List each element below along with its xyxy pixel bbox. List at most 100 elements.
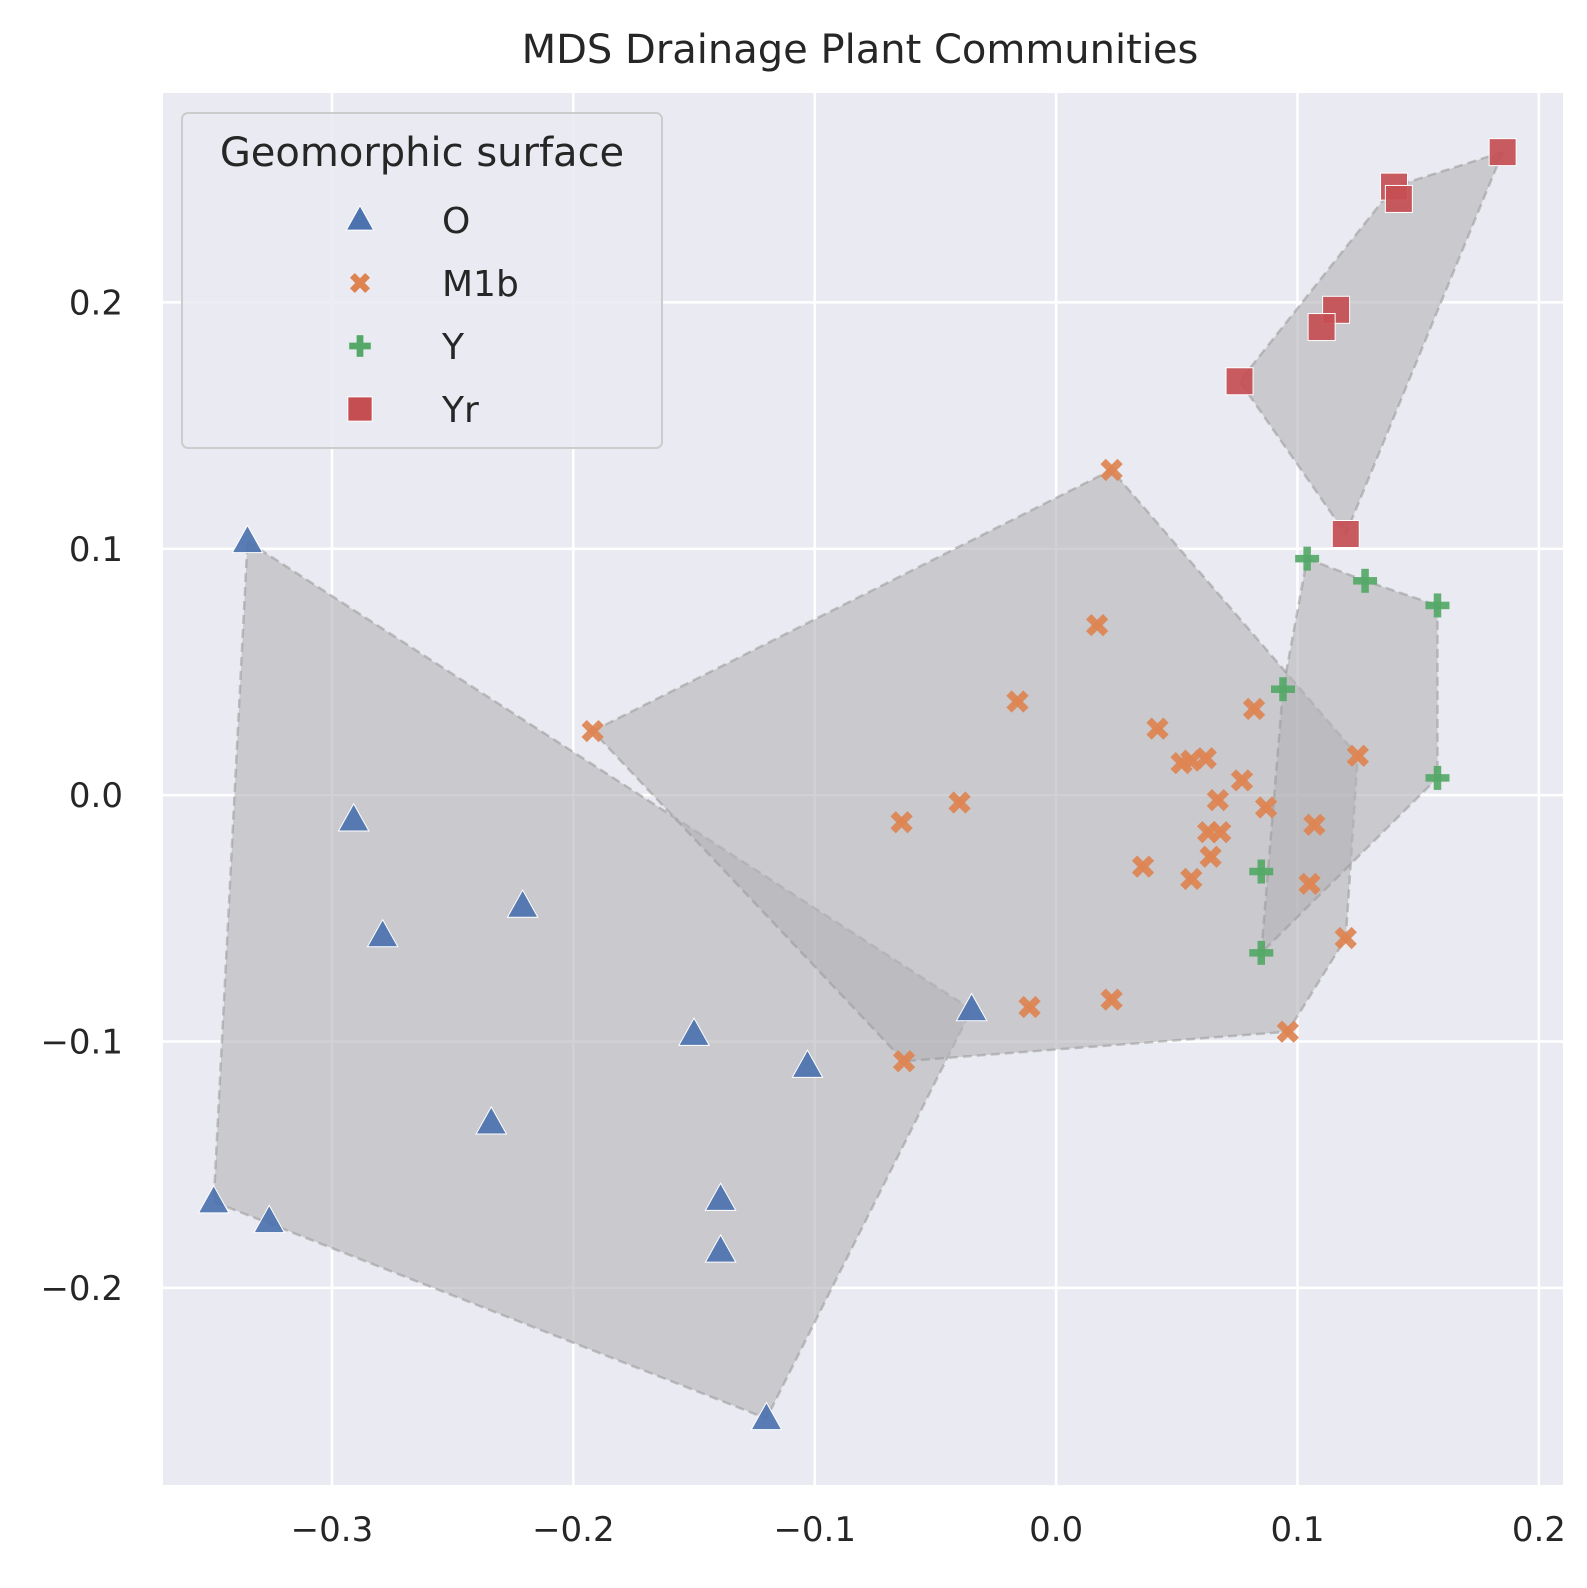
legend-marker-o bbox=[345, 204, 375, 231]
point-m1b bbox=[1006, 690, 1029, 713]
y-tick-label: −0.2 bbox=[40, 1269, 123, 1309]
series-y bbox=[1249, 546, 1450, 965]
point-yr bbox=[1225, 367, 1254, 396]
point-m1b-bar-b bbox=[1018, 995, 1041, 1019]
point-m1b-bar-b bbox=[890, 811, 913, 834]
point-o bbox=[704, 1182, 737, 1211]
point-m1b-bar-b bbox=[1131, 855, 1155, 878]
legend-label-m1b: M1b bbox=[442, 264, 519, 305]
point-o bbox=[955, 992, 988, 1022]
point-y-bar-b bbox=[1257, 859, 1266, 884]
point-m1b-bar-b bbox=[1006, 690, 1029, 713]
data-points bbox=[197, 138, 1517, 1431]
point-m1b bbox=[1254, 796, 1278, 819]
y-tick-label: 0.1 bbox=[69, 530, 123, 570]
point-y bbox=[1353, 568, 1378, 593]
chart-title: MDS Drainage Plant Communities bbox=[522, 27, 1199, 73]
point-o bbox=[231, 524, 264, 554]
point-yr bbox=[1488, 138, 1517, 167]
legend-marker-y bbox=[349, 335, 371, 357]
series-o bbox=[197, 524, 988, 1431]
series-m1b bbox=[581, 458, 1369, 1073]
y-tick-label: −0.1 bbox=[40, 1023, 123, 1063]
point-m1b bbox=[1209, 820, 1232, 844]
legend-label-o: O bbox=[442, 201, 470, 242]
point-o bbox=[337, 802, 370, 832]
point-m1b-bar-b bbox=[1194, 747, 1217, 770]
point-m1b bbox=[1018, 995, 1041, 1019]
x-tick-label: 0.1 bbox=[1270, 1510, 1324, 1550]
y-tick-label: 0.2 bbox=[69, 283, 123, 323]
point-m1b bbox=[1194, 747, 1217, 770]
legend-marker-m1b bbox=[349, 272, 371, 294]
point-o bbox=[475, 1105, 508, 1135]
point-y-bar-b bbox=[1303, 546, 1311, 571]
point-y bbox=[1271, 677, 1295, 702]
point-m1b bbox=[1298, 872, 1321, 895]
y-tick-label: 0.0 bbox=[69, 776, 123, 816]
point-m1b-bar-b bbox=[1086, 614, 1109, 637]
point-m1b-bar-b bbox=[1303, 813, 1326, 836]
point-o bbox=[197, 1184, 230, 1214]
point-y-bar-b bbox=[1433, 765, 1442, 790]
point-m1b-bar-b bbox=[1146, 717, 1169, 740]
point-m1b-bar-b bbox=[1209, 820, 1232, 844]
point-y-bar-b bbox=[1257, 940, 1266, 965]
point-m1b-bar-b bbox=[1199, 845, 1222, 868]
point-m1b bbox=[1276, 1020, 1299, 1043]
point-m1b bbox=[1206, 788, 1229, 812]
point-m1b bbox=[1199, 845, 1222, 868]
legend-title: Geomorphic surface bbox=[220, 130, 624, 176]
point-m1b-bar-b bbox=[581, 719, 604, 743]
point-yr bbox=[1384, 184, 1413, 213]
point-m1b bbox=[1180, 867, 1203, 891]
point-m1b-bar-b bbox=[1334, 926, 1357, 950]
point-m1b-bar-b bbox=[1242, 697, 1266, 721]
x-tick-label: 0.2 bbox=[1512, 1510, 1566, 1550]
point-y-bar-b bbox=[1361, 568, 1369, 593]
series-yr bbox=[1225, 138, 1517, 549]
point-m1b bbox=[1230, 769, 1254, 792]
legend-label-y: Y bbox=[441, 327, 465, 368]
point-o bbox=[791, 1049, 824, 1078]
point-m1b-bar-b bbox=[1298, 872, 1321, 895]
point-m1b-bar-b bbox=[1100, 988, 1123, 1011]
point-m1b-bar-b bbox=[1276, 1020, 1299, 1043]
legend: Geomorphic surface O M1b Y Yr bbox=[181, 112, 663, 449]
point-y-bar-b bbox=[1433, 593, 1442, 618]
x-tick-label: −0.3 bbox=[291, 1510, 374, 1550]
y-axis-ticks: −0.2 −0.1 0.0 0.1 0.2 bbox=[40, 283, 123, 1308]
legend-frame bbox=[181, 112, 663, 449]
x-axis-ticks: −0.3 −0.2 −0.1 0.0 0.1 0.2 bbox=[291, 1510, 1566, 1550]
point-y bbox=[1425, 593, 1450, 618]
point-m1b-bar-b bbox=[1180, 867, 1203, 891]
x-tick-label: −0.2 bbox=[532, 1510, 615, 1550]
point-o bbox=[253, 1204, 286, 1234]
point-m1b-bar-b bbox=[1206, 788, 1229, 812]
point-m1b bbox=[892, 1050, 916, 1073]
convex-hulls bbox=[212, 150, 1505, 1421]
legend-label-yr: Yr bbox=[441, 390, 479, 431]
point-m1b-bar-b bbox=[1180, 749, 1203, 772]
point-m1b bbox=[1100, 988, 1123, 1011]
point-o bbox=[677, 1017, 711, 1046]
hull-yr bbox=[1238, 150, 1505, 537]
point-m1b-bar-b bbox=[1346, 744, 1369, 767]
x-tick-label: 0.0 bbox=[1029, 1510, 1083, 1550]
point-m1b bbox=[1303, 813, 1326, 836]
point-m1b bbox=[1131, 855, 1155, 878]
point-m1b-bar-b bbox=[948, 791, 971, 814]
point-m1b bbox=[1346, 744, 1369, 767]
point-m1b-bar-b bbox=[892, 1050, 916, 1073]
point-y bbox=[1249, 940, 1274, 965]
point-m1b bbox=[1086, 614, 1109, 637]
point-m1b bbox=[1100, 458, 1123, 482]
legend-marker-y-bar-b bbox=[356, 335, 364, 357]
x-tick-label: −0.1 bbox=[773, 1510, 856, 1550]
point-o bbox=[506, 889, 539, 918]
point-o bbox=[704, 1233, 737, 1263]
legend-marker-m1b-bar-b bbox=[349, 272, 371, 294]
point-y bbox=[1425, 765, 1450, 790]
point-m1b bbox=[890, 811, 913, 834]
